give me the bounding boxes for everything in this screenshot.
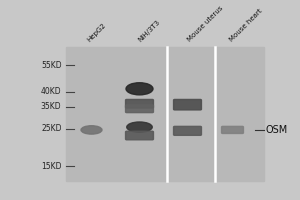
Text: Mouse heart: Mouse heart — [228, 8, 263, 43]
Text: Mouse uterus: Mouse uterus — [186, 5, 224, 43]
Text: OSM: OSM — [266, 125, 288, 135]
Ellipse shape — [127, 122, 152, 132]
Text: NIH/3T3: NIH/3T3 — [137, 19, 161, 43]
Text: 35KD: 35KD — [41, 102, 62, 111]
FancyBboxPatch shape — [174, 99, 202, 110]
Text: 25KD: 25KD — [41, 124, 61, 133]
Text: 55KD: 55KD — [41, 61, 62, 70]
FancyBboxPatch shape — [126, 99, 154, 108]
Bar — [66, 47, 264, 181]
Text: HepG2: HepG2 — [86, 22, 107, 43]
FancyBboxPatch shape — [221, 126, 244, 133]
FancyBboxPatch shape — [126, 105, 154, 113]
Ellipse shape — [81, 126, 102, 134]
Text: 15KD: 15KD — [41, 162, 61, 171]
FancyBboxPatch shape — [174, 126, 202, 135]
Text: 40KD: 40KD — [41, 87, 62, 96]
Ellipse shape — [126, 83, 153, 95]
FancyBboxPatch shape — [126, 131, 154, 140]
